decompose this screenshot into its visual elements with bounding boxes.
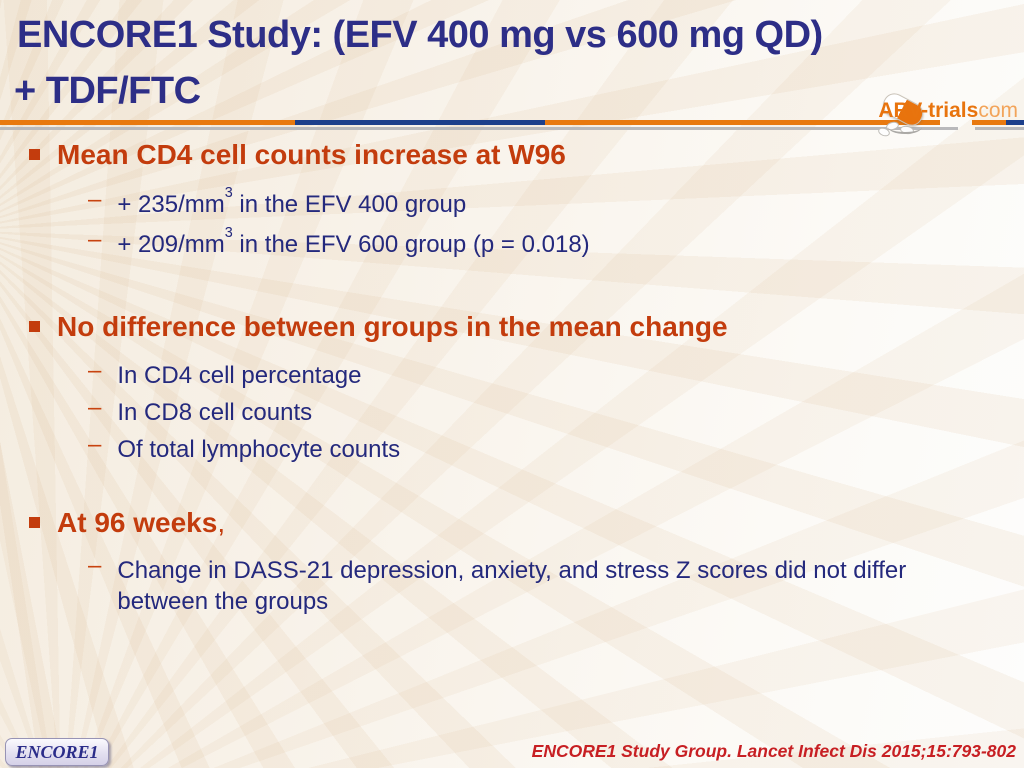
divider-top-rule — [0, 120, 1024, 125]
bullet-heading-1: Mean CD4 cell counts increase at W96 — [29, 139, 566, 171]
bullet-heading-3: At 96 weeks, — [29, 507, 225, 539]
logo-text: ARV-trialscom — [878, 99, 1018, 123]
dash-marker: – — [88, 226, 102, 253]
dash-marker: – — [88, 394, 102, 421]
bullet-heading-3-text: At 96 weeks — [57, 507, 218, 538]
bullet-heading-2-text: No difference between groups in the mean… — [57, 311, 728, 342]
sub-bullet-text: In CD4 cell percentage — [117, 362, 362, 389]
bullet-square-icon — [29, 149, 40, 160]
dash-marker: – — [88, 186, 102, 213]
arv-trials-logo: ARV-trialscom — [876, 89, 1022, 138]
citation-reference: ENCORE1 Study Group. Lancet Infect Dis 2… — [531, 741, 1016, 761]
bullet-heading-1-text: Mean CD4 cell counts increase at W96 — [57, 139, 566, 170]
slide-title-line-2: + TDF/FTC — [14, 70, 201, 112]
slide-title-line-1: ENCORE1 Study: (EFV 400 mg vs 600 mg QD) — [17, 14, 823, 56]
sub-bullet: – In CD4 cell percentage — [88, 355, 362, 391]
sub-bullet-text: + 235/mm3 in the EFV 400 group — [117, 184, 467, 218]
logo-brand: ARV-trials — [878, 99, 979, 122]
sub-bullet-text: Change in DASS-21 depression, anxiety, a… — [117, 557, 907, 615]
dash-marker: – — [88, 431, 102, 458]
dash-marker: – — [88, 357, 102, 384]
sub-bullet-text: In CD8 cell counts — [117, 399, 313, 426]
encore1-badge: ENCORE1 — [5, 738, 109, 766]
bullet-square-icon — [29, 517, 40, 528]
sub-bullet: – In CD8 cell counts — [88, 392, 312, 428]
divider-bottom-rule — [0, 127, 1024, 130]
bullet-square-icon — [29, 321, 40, 332]
bullet-heading-3-suffix: , — [217, 507, 226, 538]
sub-bullet: – + 235/mm3 in the EFV 400 group — [88, 184, 466, 220]
sub-bullet-text: + 209/mm3 in the EFV 600 group (p = 0.01… — [117, 224, 590, 258]
sub-bullet: – Change in DASS-21 depression, anxiety,… — [88, 550, 906, 617]
sub-bullet: – Of total lymphocyte counts — [88, 429, 400, 465]
dash-marker: – — [88, 552, 102, 579]
bullet-heading-2: No difference between groups in the mean… — [29, 311, 728, 343]
swoosh-icon — [888, 120, 922, 134]
sub-bullet: – + 209/mm3 in the EFV 600 group (p = 0.… — [88, 224, 590, 260]
logo-tld: com — [978, 99, 1018, 122]
sub-bullet-text: Of total lymphocyte counts — [117, 436, 401, 463]
